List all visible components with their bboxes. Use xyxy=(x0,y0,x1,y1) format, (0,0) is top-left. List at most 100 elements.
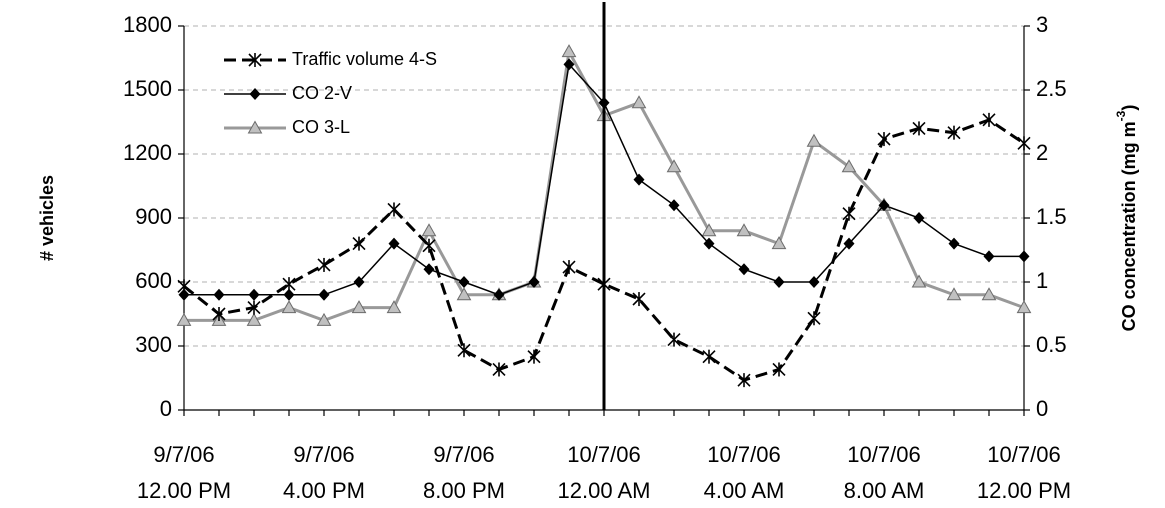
data-point xyxy=(353,276,365,288)
right-axis-ticks: 0 0.5 1 1.5 2 2.5 3 xyxy=(1024,12,1067,421)
data-point xyxy=(281,300,297,314)
data-point xyxy=(771,236,787,250)
data-point xyxy=(701,223,717,237)
gridlines xyxy=(184,25,1024,347)
data-point xyxy=(878,199,890,212)
data-point xyxy=(213,288,225,301)
x-tick-label-date: 10/7/06 xyxy=(707,442,780,467)
legend-item: CO 2-V xyxy=(224,83,352,103)
data-point xyxy=(176,312,192,326)
data-point xyxy=(806,133,822,147)
data-point xyxy=(911,274,927,288)
x-tick-label-date: 10/7/06 xyxy=(567,442,640,467)
data-point xyxy=(668,199,680,212)
data-point xyxy=(666,159,682,173)
data-point xyxy=(912,121,926,136)
legend-label: Traffic volume 4-S xyxy=(292,49,437,69)
data-point xyxy=(1018,250,1030,263)
legend-item: Traffic volume 4-S xyxy=(224,49,437,69)
data-point xyxy=(1017,136,1031,151)
data-point xyxy=(316,312,332,326)
legend-marker xyxy=(249,88,261,100)
data-point xyxy=(457,343,471,358)
y2-tick-label: 3 xyxy=(1036,12,1048,37)
data-point xyxy=(946,287,962,301)
data-point xyxy=(736,223,752,237)
y2-axis-title: CO concentration (mg m-3) xyxy=(1114,105,1139,332)
data-point xyxy=(351,300,367,314)
data-point xyxy=(527,349,541,364)
x-tick-label-time: 4.00 AM xyxy=(704,478,785,503)
legend-label: CO 2-V xyxy=(292,83,352,103)
x-tick-label-time: 12.00 AM xyxy=(558,478,651,503)
data-point xyxy=(807,311,821,326)
data-point xyxy=(981,287,997,301)
data-point xyxy=(841,159,857,173)
y2-axis-title-main: CO concentration (mg m xyxy=(1119,121,1139,331)
data-point xyxy=(177,279,191,294)
data-point xyxy=(352,236,366,251)
x-axis-ticks: 9/7/06 12.00 PM 9/7/06 4.00 PM 9/7/06 8.00 PM… xyxy=(137,410,1071,503)
data-point xyxy=(667,332,681,347)
x-tick-label-time: 8.00 AM xyxy=(844,478,925,503)
data-point xyxy=(387,202,401,217)
left-axis-ticks: 0 300 600 900 1200 1500 1800 xyxy=(123,12,184,421)
data-point xyxy=(737,373,751,388)
data-point xyxy=(456,287,472,301)
y-tick-label: 1800 xyxy=(123,12,172,37)
data-point xyxy=(212,307,226,321)
data-point xyxy=(246,312,262,326)
data-point xyxy=(702,349,716,364)
data-point xyxy=(913,212,925,224)
data-point xyxy=(703,237,715,250)
y2-tick-label: 0 xyxy=(1036,396,1048,421)
y-tick-label: 1200 xyxy=(123,140,172,165)
data-point xyxy=(947,125,961,140)
x-tick-label-time: 12.00 PM xyxy=(977,478,1071,503)
legend-marker xyxy=(247,120,263,134)
data-point xyxy=(282,277,296,292)
data-point xyxy=(178,288,190,301)
data-point xyxy=(247,300,261,315)
x-tick-label-time: 8.00 PM xyxy=(423,478,505,503)
data-point xyxy=(808,276,820,288)
data-point xyxy=(633,173,645,186)
data-point xyxy=(528,276,540,288)
data-point xyxy=(421,223,437,237)
data-point xyxy=(317,257,331,272)
y-tick-label: 1500 xyxy=(123,76,172,101)
data-point xyxy=(458,276,470,288)
data-point xyxy=(631,95,647,109)
data-point xyxy=(843,237,855,250)
y2-axis-title-sup: -3 xyxy=(1114,110,1128,121)
x-tick-label-date: 10/7/06 xyxy=(987,442,1060,467)
x-tick-label-date: 9/7/06 xyxy=(153,442,214,467)
data-point xyxy=(493,288,505,301)
data-point xyxy=(422,238,436,253)
data-point xyxy=(877,132,891,147)
data-point xyxy=(738,263,750,276)
data-point xyxy=(983,250,995,263)
series-traffic-volume-4-s xyxy=(177,112,1031,388)
data-point xyxy=(283,288,295,301)
legend-label: CO 3-L xyxy=(292,117,350,137)
data-point xyxy=(386,300,402,314)
data-point xyxy=(563,58,575,71)
legend-marker xyxy=(248,53,262,67)
y2-axis-title-end: ) xyxy=(1119,105,1139,111)
data-point xyxy=(1016,300,1032,314)
y-tick-label: 300 xyxy=(135,332,172,357)
y2-tick-label: 0.5 xyxy=(1036,332,1067,357)
data-point xyxy=(982,112,996,127)
x-tick-label-date: 9/7/06 xyxy=(293,442,354,467)
data-point xyxy=(388,237,400,250)
data-point xyxy=(423,263,435,276)
y2-tick-label: 1.5 xyxy=(1036,204,1067,229)
y-tick-label: 600 xyxy=(135,268,172,293)
data-point xyxy=(948,237,960,250)
x-tick-label-date: 9/7/06 xyxy=(433,442,494,467)
x-tick-label-time: 12.00 PM xyxy=(137,478,231,503)
legend-item: CO 3-L xyxy=(224,117,350,137)
data-point xyxy=(318,288,330,301)
